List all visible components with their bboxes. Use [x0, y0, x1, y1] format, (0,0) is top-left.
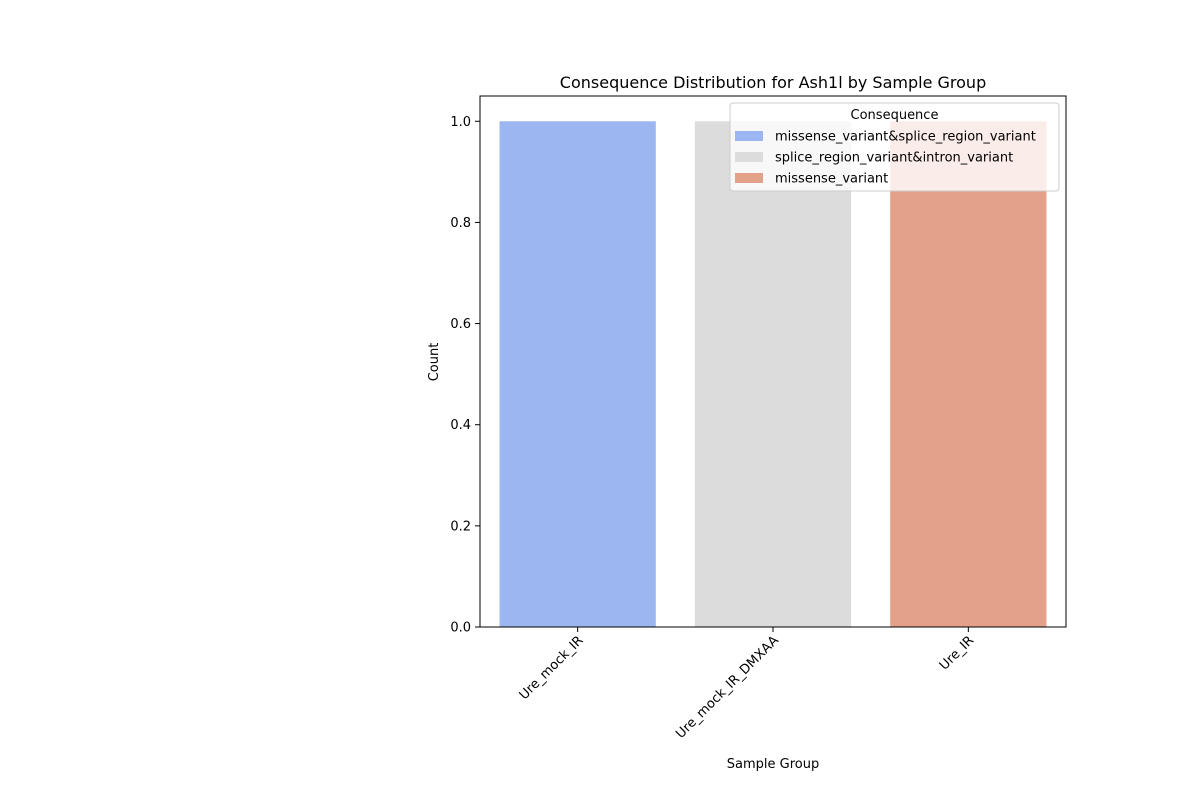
legend-entry-label: splice_region_variant&intron_variant [775, 151, 1013, 166]
legend-title: Consequence [851, 108, 939, 123]
legend-entry-label: missense_variant [775, 172, 888, 187]
legend-swatch [735, 173, 763, 183]
legend-swatch [735, 131, 763, 141]
legend-swatch [735, 152, 763, 162]
chart-title: Consequence Distribution for Ash1l by Sa… [560, 73, 986, 92]
y-tick-label: 0.2 [450, 519, 471, 534]
bar-ure-ir [890, 121, 1047, 628]
bar-ure-mock-ir [499, 121, 656, 628]
legend-entry-label: missense_variant&splice_region_variant [775, 130, 1036, 145]
y-tick-label: 0.8 [450, 216, 471, 231]
y-axis-label: Count [427, 343, 442, 382]
y-tick-label: 0.0 [450, 621, 471, 636]
plot-frame [479, 95, 1067, 628]
x-axis-ticks: Ure_mock_IR Ure_mock_IR_DMXAA Ure_IR [517, 627, 977, 742]
y-tick-label: 0.6 [450, 317, 471, 332]
legend: Consequence missense_variant&splice_regio… [729, 102, 1060, 192]
y-tick-label: 1.0 [450, 115, 471, 130]
legend-box [729, 102, 1060, 192]
x-tick-label: Ure_mock_IR_DMXAA [673, 633, 782, 742]
bar-ure-mock-ir-dmxaa [694, 121, 852, 628]
x-axis-label: Sample Group [727, 757, 819, 772]
x-tick-label: Ure_mock_IR [517, 633, 587, 703]
y-tick-label: 0.4 [450, 418, 471, 433]
bars-group [499, 121, 1047, 628]
x-tick-label: Ure_IR [937, 633, 977, 673]
y-axis-ticks: 0.0 0.2 0.4 0.6 0.8 1.0 [450, 115, 480, 636]
